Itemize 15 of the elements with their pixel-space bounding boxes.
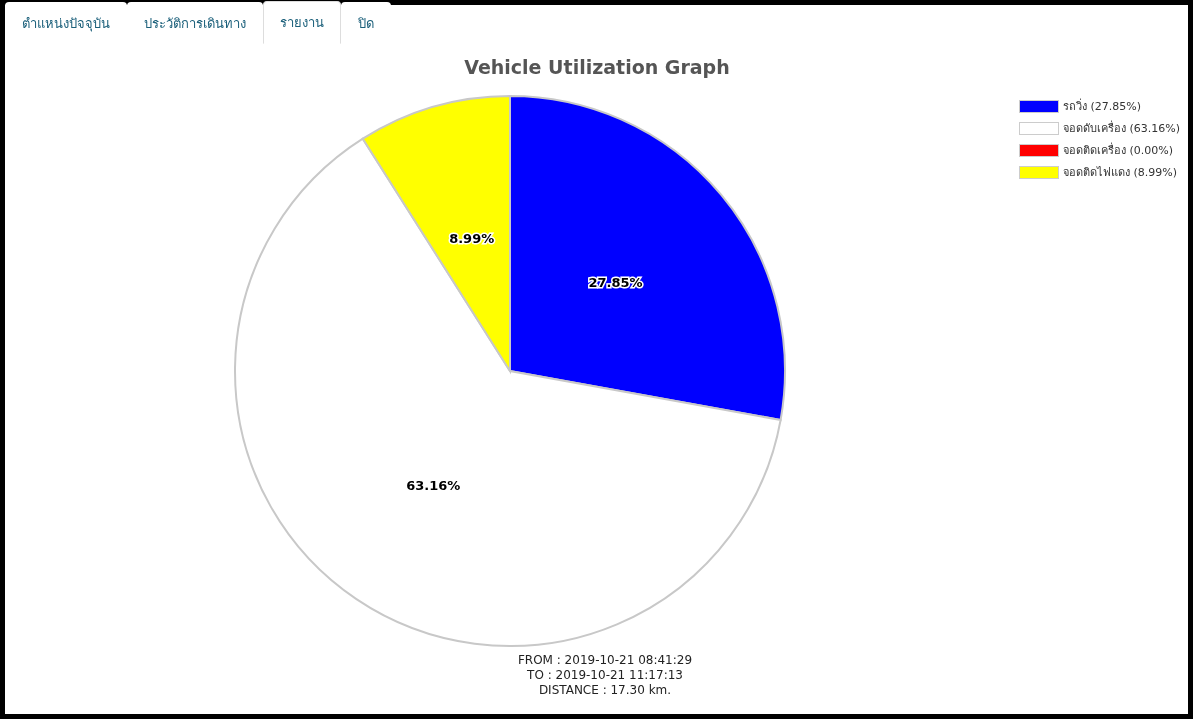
text: TO : 2019-10-21 11:17:13	[526, 668, 684, 683]
data-label: 27.85%	[588, 275, 643, 291]
text: ปิด	[341, 2, 391, 44]
text: ประวัติการเดินทาง	[127, 2, 263, 44]
text: ตำแหน่งปัจจุบัน	[5, 2, 127, 44]
text: FROM : 2019-10-21 08:41:29	[516, 653, 694, 668]
legend-label: จอดดับเครื่อง (63.16%)	[1062, 119, 1180, 137]
legend-label: จอดติดเครื่อง (0.00%)	[1062, 141, 1173, 159]
legend-label: จอดติดไฟแดง (8.99%)	[1062, 165, 1177, 181]
data-label: 8.99%	[449, 231, 495, 247]
text: DISTANCE : 17.30 km.	[537, 683, 673, 698]
legend-label: รถวิ่ง (27.85%)	[1062, 97, 1141, 115]
data-label: 63.16%	[406, 477, 461, 493]
text: รายงาน	[263, 1, 341, 44]
chart-title: Vehicle Utilization Graph	[464, 56, 730, 78]
